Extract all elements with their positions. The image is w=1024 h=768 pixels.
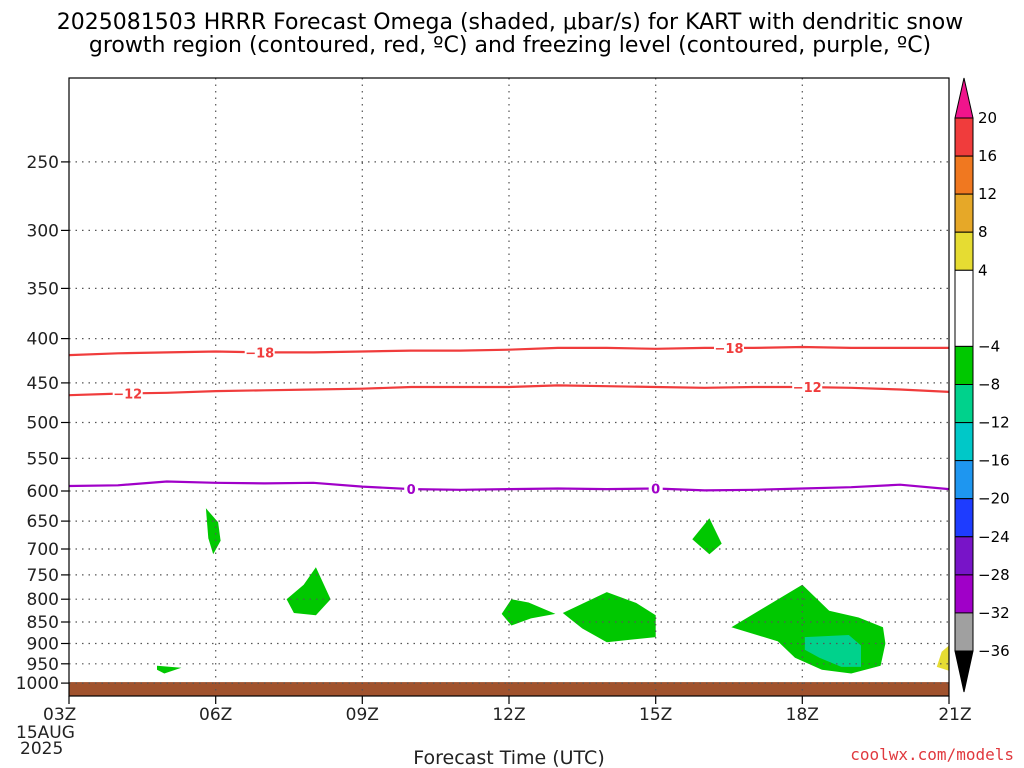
colorbar-bin--28--24: [954, 536, 974, 576]
colorbar-bin--24--20: [954, 498, 974, 538]
x-tick-label-06Z: 06Z: [199, 705, 232, 725]
contour-label--18-1: −18: [245, 346, 274, 361]
colorbar-bin--36--32: [954, 612, 974, 652]
omega-shaded-region-2: [286, 567, 331, 616]
colorbar-bin--32--28: [954, 574, 974, 614]
colorbar-bin--20--16: [954, 460, 974, 500]
colorbar-label-3: 8: [978, 223, 988, 241]
omega-shaded-region-1: [205, 508, 221, 555]
y-axis: 2503003504004505005506006507007508008509…: [16, 153, 69, 694]
omega-shaded-region-4: [501, 599, 556, 626]
x-axis-title: Forecast Time (UTC): [413, 747, 604, 768]
contour-label-0-1: 0: [407, 483, 416, 498]
x-tick-label-21Z: 21Z: [938, 705, 971, 725]
omega-shaded-region-9: [936, 645, 949, 671]
colorbar-bin--16--12: [954, 422, 974, 462]
colorbar: 20 16 12 8 4 −4 −8 −12 −16 −20 −24 −28 −32 −36: [954, 77, 1010, 693]
y-tick-label-500: 500: [27, 414, 59, 434]
y-tick-label-300: 300: [27, 221, 59, 241]
y-tick-label-700: 700: [27, 540, 59, 560]
chart-title: 2025081503 HRRR Forecast Omega (shaded, …: [57, 10, 963, 58]
x-tick-label-09Z: 09Z: [346, 705, 379, 725]
contour-label-bg: [714, 340, 744, 355]
x-year-label: 2025: [20, 739, 63, 759]
y-tick-label-550: 550: [27, 449, 59, 469]
x-axis: 03Z 06Z 09Z 12Z 15Z 18Z 21Z: [43, 696, 972, 725]
colorbar-label-1: 16: [978, 147, 997, 165]
omega-shading-layer: [157, 508, 949, 674]
chart-title-line-2: growth region (contoured, red, ºC) and f…: [89, 33, 931, 58]
grid-layer: [69, 78, 949, 696]
contour-label-0-2: 0: [651, 483, 660, 498]
contour-label-bg: [244, 345, 275, 360]
chart-title-line-1: 2025081503 HRRR Forecast Omega (shaded, …: [57, 10, 963, 35]
y-tick-label-900: 900: [27, 635, 59, 655]
colorbar-bottom-arrow: [954, 650, 974, 693]
colorbar-label-12: −32: [978, 604, 1010, 622]
y-tick-label-450: 450: [27, 374, 59, 394]
colorbar-label-2: 12: [978, 185, 997, 203]
x-tick-label-12Z: 12Z: [492, 705, 525, 725]
contour-line--18: [69, 345, 949, 357]
y-tick-label-800: 800: [27, 590, 59, 610]
colorbar-bin-4-8: [954, 231, 974, 271]
omega-shaded-region-5: [562, 592, 656, 643]
colorbar-label-6: −8: [978, 376, 1000, 394]
x-tick-label-03Z: 03Z: [43, 705, 76, 725]
colorbar-label-9: −20: [978, 490, 1010, 508]
contour-label-bg: [648, 481, 663, 496]
colorbar-label-10: −24: [978, 528, 1010, 546]
y-tick-label-600: 600: [27, 482, 59, 502]
x-tick-label-18Z: 18Z: [786, 705, 819, 725]
y-tick-label-1000: 1000: [16, 674, 59, 694]
y-tick-label-650: 650: [27, 512, 59, 532]
y-tick-label-350: 350: [27, 279, 59, 299]
y-tick-label-400: 400: [27, 330, 59, 350]
y-tick-label-950: 950: [27, 655, 59, 675]
contour-layer: −18 −18 −12 −12 0 0: [69, 340, 949, 498]
omega-shaded-region-3: [157, 665, 182, 674]
contour-label--18-2: −18: [715, 342, 744, 357]
x-date-label: 15AUG: [16, 723, 75, 743]
contour-label-bg: [792, 380, 823, 395]
colorbar-label-4: 4: [978, 261, 988, 279]
omega-shaded-region-8: [804, 635, 861, 667]
omega-shaded-region-7: [731, 584, 886, 674]
x-tick-label-15Z: 15Z: [639, 705, 672, 725]
colorbar-bin-16-20: [954, 117, 974, 157]
credit-label: coolwx.com/models: [850, 745, 1014, 764]
y-tick-label-850: 850: [27, 613, 59, 633]
colorbar-label-11: −28: [978, 566, 1010, 584]
colorbar-label-0: 20: [978, 109, 997, 127]
colorbar-bin--8--4: [954, 345, 974, 385]
colorbar-bin--4-4: [954, 269, 974, 347]
contour-label--12-2: −12: [793, 381, 822, 396]
colorbar-label-8: −16: [978, 452, 1010, 470]
colorbar-bin-8-12: [954, 193, 974, 233]
contour-line-0: [69, 480, 949, 492]
colorbar-top-arrow: [954, 77, 974, 119]
colorbar-bin-12-16: [954, 155, 974, 195]
colorbar-label-5: −4: [978, 337, 1000, 355]
colorbar-label-7: −12: [978, 414, 1010, 432]
y-tick-label-250: 250: [27, 153, 59, 173]
contour-label-bg: [404, 482, 419, 497]
omega-shaded-region-6: [692, 518, 722, 555]
colorbar-bin--12--8: [954, 384, 974, 424]
colorbar-label-13: −36: [978, 642, 1010, 660]
contour-label--12-1: −12: [113, 387, 142, 402]
contour-label-bg: [112, 386, 143, 401]
y-tick-label-750: 750: [27, 566, 59, 586]
